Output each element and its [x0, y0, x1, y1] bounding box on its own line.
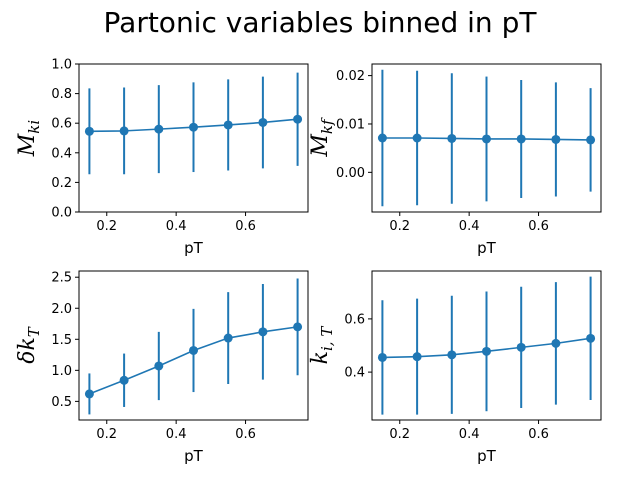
y-tick-label: 0.00 — [336, 166, 365, 181]
axes-frame — [371, 63, 602, 213]
y-axis-label-subscript: kf — [318, 117, 336, 134]
data-point — [586, 135, 596, 145]
x-tick-label: 0.6 — [528, 427, 549, 442]
y-axis-label: Mki — [15, 120, 43, 158]
x-tick-label: 0.6 — [528, 219, 549, 234]
data-point — [154, 124, 164, 134]
x-axis-label: pT — [184, 239, 204, 257]
y-tick-label: 1.0 — [51, 364, 72, 379]
y-tick-label: 0.4 — [344, 366, 365, 381]
y-axis-label: ki, T — [308, 326, 336, 365]
y-tick-label: 0.02 — [336, 69, 365, 84]
data-point — [377, 352, 387, 362]
y-axis-label-main: δk — [15, 337, 40, 364]
data-point — [223, 120, 233, 130]
y-axis-label-main: k — [308, 351, 333, 364]
data-point — [293, 114, 303, 124]
data-point — [258, 117, 268, 127]
data-point — [551, 134, 561, 144]
y-tick-label: 0.6 — [344, 312, 365, 327]
y-axis-label-main: M — [308, 134, 333, 158]
y-tick-label: 2.0 — [51, 302, 72, 317]
data-point — [293, 322, 303, 332]
axes-frame — [78, 270, 309, 421]
x-tick-label: 0.4 — [459, 427, 480, 442]
data-point — [412, 133, 422, 143]
data-point — [377, 133, 387, 143]
data-point — [84, 126, 94, 136]
x-tick-label: 0.2 — [96, 427, 117, 442]
data-point — [586, 333, 596, 343]
axes-frame — [78, 63, 309, 213]
x-axis-label: pT — [477, 447, 497, 465]
data-point — [154, 361, 164, 371]
data-point — [119, 375, 129, 385]
x-tick-label: 0.4 — [166, 427, 187, 442]
x-tick-label: 0.2 — [389, 219, 410, 234]
figure-title: Partonic variables binned in pT — [104, 6, 538, 39]
data-point — [412, 352, 422, 362]
subplot-1: 0.2 0.4 0.6 0.0 0.2 0.4 0.6 0.8 1.0 pT Mki — [15, 58, 309, 257]
x-axis-label: pT — [477, 239, 497, 257]
x-tick-label: 0.2 — [96, 219, 117, 234]
y-axis-label-subscript: T — [25, 326, 43, 337]
data-point — [189, 345, 198, 355]
y-tick-label: 0.8 — [51, 87, 72, 102]
subplot-3: 0.2 0.4 0.6 0.5 1.0 1.5 2.0 2.5 pT δkT — [15, 270, 309, 465]
data-point — [516, 134, 526, 144]
data-point — [482, 346, 491, 356]
subplot-2: 0.2 0.4 0.6 0.00 0.01 0.02 pT Mkf — [308, 63, 602, 257]
x-tick-label: 0.6 — [235, 427, 256, 442]
y-tick-label: 1.0 — [51, 58, 72, 73]
y-tick-label: 0.2 — [51, 176, 72, 191]
data-point — [447, 133, 457, 143]
y-tick-label: 0.6 — [51, 117, 72, 132]
y-axis-label: Mkf — [308, 117, 336, 158]
x-tick-label: 0.2 — [389, 427, 410, 442]
data-point — [551, 338, 561, 348]
data-point — [482, 134, 491, 144]
x-axis-label: pT — [184, 447, 204, 465]
x-tick-label: 0.6 — [235, 219, 256, 234]
x-tick-label: 0.4 — [166, 219, 187, 234]
y-axis-label-main: M — [15, 133, 40, 157]
axes-frame — [371, 270, 602, 421]
data-point — [189, 122, 198, 132]
data-point — [223, 333, 233, 343]
data-point — [119, 126, 129, 136]
data-point — [258, 327, 268, 337]
data-point — [447, 350, 457, 360]
y-tick-label: 0.0 — [51, 206, 72, 221]
x-tick-label: 0.4 — [459, 219, 480, 234]
y-axis-label-subscript: i, T — [318, 326, 336, 351]
subplot-4: 0.2 0.4 0.6 0.4 0.6 pT ki, T — [308, 270, 602, 465]
y-tick-label: 0.4 — [51, 146, 72, 161]
y-tick-label: 0.01 — [336, 117, 365, 132]
data-point — [84, 389, 94, 399]
y-tick-label: 2.5 — [51, 271, 72, 286]
y-tick-label: 0.5 — [51, 395, 72, 410]
data-point — [516, 342, 526, 352]
y-tick-label: 1.5 — [51, 333, 72, 348]
y-axis-label-subscript: ki — [25, 120, 43, 134]
y-axis-label: δkT — [15, 326, 43, 364]
